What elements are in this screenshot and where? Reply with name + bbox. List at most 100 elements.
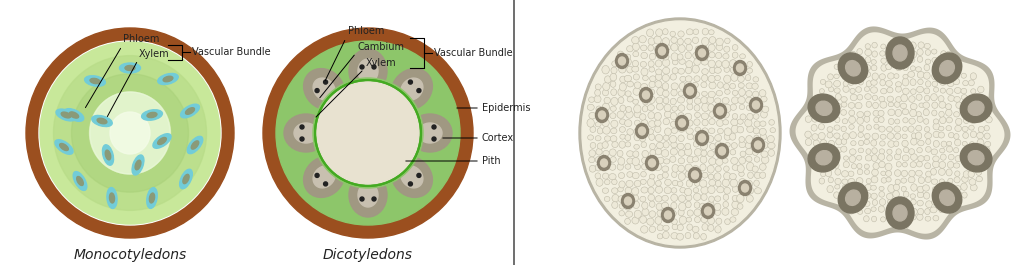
Ellipse shape	[618, 66, 626, 73]
Ellipse shape	[918, 79, 924, 85]
Ellipse shape	[65, 109, 84, 121]
Ellipse shape	[725, 219, 730, 224]
Ellipse shape	[946, 141, 951, 146]
Ellipse shape	[864, 170, 869, 174]
Ellipse shape	[753, 101, 760, 109]
Ellipse shape	[589, 150, 596, 157]
Ellipse shape	[671, 112, 677, 120]
Ellipse shape	[686, 61, 692, 68]
Ellipse shape	[597, 156, 610, 170]
Ellipse shape	[970, 117, 977, 123]
Ellipse shape	[135, 160, 141, 170]
Ellipse shape	[731, 125, 738, 133]
Ellipse shape	[881, 171, 886, 176]
Ellipse shape	[984, 133, 990, 139]
Ellipse shape	[641, 226, 648, 233]
Ellipse shape	[858, 132, 863, 138]
Ellipse shape	[896, 96, 902, 102]
Ellipse shape	[925, 216, 931, 221]
Ellipse shape	[595, 90, 600, 96]
Ellipse shape	[724, 104, 731, 113]
Ellipse shape	[313, 78, 423, 188]
Ellipse shape	[648, 129, 653, 134]
Ellipse shape	[391, 69, 432, 110]
Ellipse shape	[902, 140, 908, 147]
Ellipse shape	[753, 149, 759, 156]
Ellipse shape	[648, 164, 655, 171]
Ellipse shape	[816, 101, 831, 115]
Ellipse shape	[871, 216, 877, 222]
Ellipse shape	[648, 61, 654, 67]
Ellipse shape	[940, 148, 945, 153]
Ellipse shape	[926, 201, 932, 208]
Ellipse shape	[730, 149, 736, 155]
Ellipse shape	[723, 194, 729, 200]
Ellipse shape	[962, 176, 969, 182]
Ellipse shape	[968, 171, 975, 178]
Ellipse shape	[649, 174, 655, 179]
Ellipse shape	[642, 157, 648, 164]
Ellipse shape	[864, 111, 870, 117]
Ellipse shape	[754, 121, 760, 127]
Ellipse shape	[612, 195, 618, 202]
Ellipse shape	[827, 101, 834, 108]
Ellipse shape	[745, 97, 753, 103]
Ellipse shape	[902, 127, 907, 131]
Ellipse shape	[655, 73, 663, 80]
Ellipse shape	[649, 81, 655, 88]
Ellipse shape	[408, 114, 452, 152]
Ellipse shape	[850, 58, 855, 63]
Ellipse shape	[632, 37, 639, 44]
Ellipse shape	[745, 180, 753, 188]
Ellipse shape	[843, 81, 848, 86]
Ellipse shape	[954, 66, 959, 72]
Ellipse shape	[664, 142, 670, 148]
Ellipse shape	[834, 111, 839, 116]
Ellipse shape	[632, 195, 639, 201]
Ellipse shape	[693, 29, 698, 34]
Ellipse shape	[724, 46, 730, 52]
Ellipse shape	[55, 140, 73, 154]
Ellipse shape	[672, 106, 678, 111]
Ellipse shape	[680, 187, 686, 193]
Ellipse shape	[881, 89, 887, 94]
Ellipse shape	[604, 163, 610, 170]
Ellipse shape	[834, 81, 841, 87]
Ellipse shape	[858, 56, 864, 62]
Ellipse shape	[417, 173, 421, 178]
Ellipse shape	[692, 226, 699, 233]
Ellipse shape	[893, 205, 907, 221]
Ellipse shape	[634, 111, 641, 118]
Ellipse shape	[678, 173, 685, 180]
Ellipse shape	[933, 156, 939, 162]
Ellipse shape	[602, 103, 609, 111]
Ellipse shape	[604, 158, 611, 165]
Ellipse shape	[946, 71, 953, 78]
Ellipse shape	[738, 157, 745, 164]
Ellipse shape	[926, 147, 931, 152]
Ellipse shape	[141, 110, 163, 120]
Ellipse shape	[828, 177, 834, 183]
Ellipse shape	[722, 60, 729, 68]
Ellipse shape	[725, 38, 730, 44]
Ellipse shape	[843, 184, 849, 190]
Ellipse shape	[866, 101, 871, 107]
Ellipse shape	[648, 159, 655, 167]
Ellipse shape	[849, 198, 855, 206]
Ellipse shape	[639, 36, 646, 43]
Ellipse shape	[595, 173, 601, 179]
Ellipse shape	[596, 108, 608, 122]
Ellipse shape	[676, 116, 688, 130]
Ellipse shape	[851, 74, 856, 79]
Ellipse shape	[808, 144, 840, 172]
Ellipse shape	[683, 83, 696, 99]
Ellipse shape	[678, 121, 686, 128]
Ellipse shape	[753, 91, 759, 98]
Ellipse shape	[620, 119, 626, 124]
Ellipse shape	[633, 88, 640, 95]
Ellipse shape	[933, 191, 939, 198]
Ellipse shape	[746, 68, 753, 73]
Ellipse shape	[602, 142, 608, 148]
Ellipse shape	[604, 76, 611, 83]
Ellipse shape	[919, 103, 924, 107]
